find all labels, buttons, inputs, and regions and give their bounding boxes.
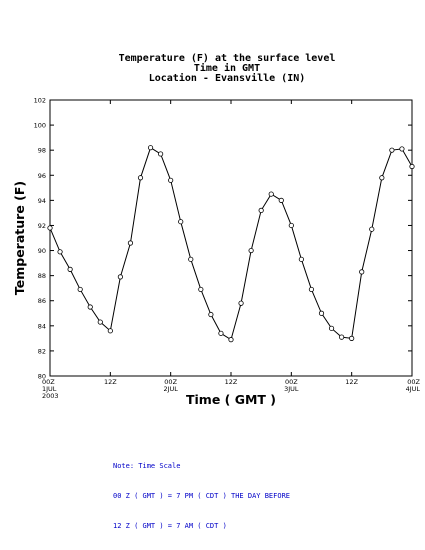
time-scale-note: Note: Time Scale 00 Z ( GMT ) = 7 PM ( C… — [113, 441, 290, 541]
y-tick-label: 90 — [38, 247, 46, 255]
data-point — [379, 175, 385, 181]
chart-title-line-2: Time in GMT — [194, 62, 260, 74]
data-point — [168, 177, 174, 183]
y-tick-label: 98 — [38, 147, 46, 155]
data-point — [248, 247, 254, 254]
y-tick-label: 86 — [38, 297, 46, 305]
temperature-series — [47, 145, 415, 343]
y-tick-label: 102 — [34, 97, 46, 105]
x-tick-label: 3JUL — [284, 385, 299, 393]
y-tick-label: 88 — [38, 272, 46, 280]
data-point — [389, 147, 395, 153]
x-tick-label: 00Z — [285, 378, 298, 386]
data-point — [238, 300, 244, 306]
y-axis-ticks: 80 82 84 86 88 90 92 94 96 98 100 102 — [34, 97, 412, 381]
chart-title-line-1: Temperature (F) at the surface level — [119, 53, 336, 64]
data-point — [228, 337, 234, 343]
data-point — [308, 286, 315, 293]
data-point — [107, 328, 113, 334]
data-point — [349, 335, 355, 341]
data-point — [47, 225, 53, 231]
y-tick-label: 84 — [38, 322, 46, 330]
data-point — [258, 207, 264, 213]
y-tick-label: 96 — [38, 172, 46, 180]
x-axis-label: Time ( GMT ) — [186, 392, 276, 407]
data-point — [359, 269, 365, 275]
data-point — [57, 249, 63, 255]
data-point — [198, 286, 204, 293]
note-line-2: 00 Z ( GMT ) = 7 PM ( CDT ) THE DAY BEFO… — [113, 492, 291, 500]
x-tick-label: 2JUL — [163, 385, 178, 393]
data-point — [318, 310, 325, 316]
data-point — [399, 146, 405, 152]
data-point — [158, 151, 164, 157]
x-tick-label: 2003 — [42, 392, 59, 400]
data-point — [97, 319, 103, 325]
x-tick-label: 00Z — [407, 378, 420, 386]
y-tick-label: 92 — [38, 222, 46, 230]
note-line-3: 12 Z ( GMT ) = 7 AM ( CDT ) — [113, 522, 227, 530]
temperature-line — [49, 146, 413, 341]
data-point — [339, 334, 345, 340]
data-point — [147, 145, 154, 151]
data-point — [87, 304, 93, 310]
y-axis-label: Temperature (F) — [12, 181, 27, 295]
data-point — [288, 222, 294, 229]
data-point — [178, 219, 184, 225]
data-point — [127, 240, 134, 246]
data-point — [208, 311, 214, 318]
data-point — [369, 226, 375, 232]
x-tick-label: 4JUL — [406, 385, 421, 393]
data-point — [218, 330, 224, 336]
x-tick-label: 12Z — [104, 378, 117, 386]
data-point — [298, 256, 304, 262]
data-point — [409, 163, 415, 170]
y-tick-label: 82 — [38, 347, 46, 355]
note-line-1: Note: Time Scale — [113, 462, 181, 470]
x-tick-label: 00Z — [164, 378, 177, 386]
plot-frame — [49, 99, 413, 377]
y-tick-label: 94 — [38, 197, 46, 205]
data-point — [77, 286, 83, 293]
x-tick-label: 00Z — [42, 378, 55, 386]
data-point — [67, 266, 73, 272]
chart-title-line-3: Location - Evansville (IN) — [149, 72, 306, 84]
y-tick-label: 100 — [34, 122, 46, 130]
x-tick-label: 12Z — [345, 378, 358, 386]
data-point — [137, 175, 144, 181]
data-point — [188, 256, 194, 262]
data-point — [278, 197, 284, 203]
y-tick-label: 80 — [38, 373, 46, 381]
x-tick-label: 12Z — [225, 378, 238, 386]
data-point — [268, 191, 274, 197]
data-point — [117, 274, 123, 280]
x-tick-label: 1JUL — [42, 385, 57, 393]
data-point — [328, 325, 335, 331]
